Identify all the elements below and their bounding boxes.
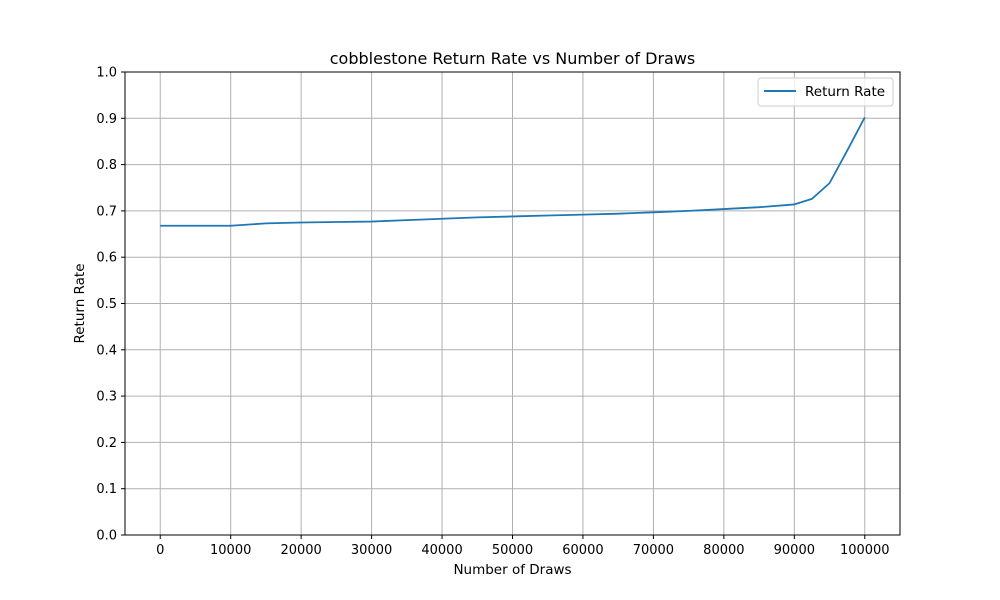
axis-ticks: 0 10000 20000 30000 40000 50000 60000 70000 8000… [96, 66, 889, 559]
x-tick-label: 70000 [633, 543, 674, 558]
legend-box [757, 77, 894, 107]
x-tick-label: 80000 [703, 543, 744, 558]
y-tick-label: 0.4 [96, 343, 117, 358]
x-tick-label: 90000 [774, 543, 815, 558]
x-tick-label: 30000 [351, 543, 392, 558]
y-tick-label: 0.0 [96, 529, 117, 544]
y-tick-label: 0.6 [96, 251, 117, 266]
y-tick-label: 0.7 [96, 204, 117, 219]
x-axis-title: Number of Draws [453, 562, 571, 578]
data-series [160, 116, 866, 227]
chart-title: cobblestone Return Rate vs Number of Dra… [330, 49, 696, 68]
x-tick-label: 60000 [562, 543, 603, 558]
x-tick-label: 40000 [421, 543, 462, 558]
x-tick-label: 100000 [840, 543, 890, 558]
x-tick-label: 20000 [280, 543, 321, 558]
x-tick-label: 0 [156, 543, 164, 558]
y-tick-label: 0.9 [96, 112, 117, 127]
x-tick-label: 10000 [210, 543, 251, 558]
y-tick-label: 0.3 [96, 390, 117, 405]
y-tick-label: 0.8 [96, 158, 117, 173]
legend-label: Return Rate [805, 84, 885, 100]
y-tick-label: 0.1 [96, 482, 117, 497]
y-tick-label: 1.0 [96, 66, 117, 81]
y-axis-title: Return Rate [72, 263, 88, 343]
y-tick-label: 0.2 [96, 436, 117, 451]
series-line-return-rate [160, 116, 866, 227]
y-tick-label: 0.5 [96, 297, 117, 312]
x-tick-label: 50000 [492, 543, 533, 558]
legend: Return Rate [757, 77, 894, 107]
